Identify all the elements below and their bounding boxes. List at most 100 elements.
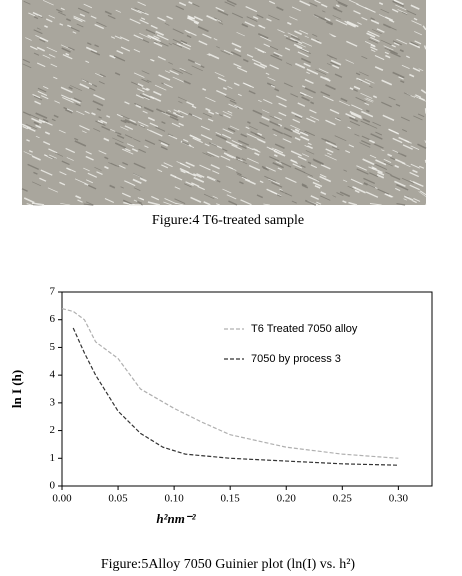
- texture-streak: [65, 52, 70, 56]
- texture-streak: [44, 131, 51, 135]
- texture-streak: [51, 118, 56, 122]
- texture-streak: [276, 194, 282, 198]
- texture-streak: [294, 167, 306, 174]
- texture-streak: [85, 179, 94, 184]
- texture-streak: [85, 60, 90, 64]
- texture-streak: [253, 62, 266, 69]
- texture-streak: [299, 0, 311, 7]
- texture-streak: [394, 164, 400, 169]
- texture-streak: [119, 165, 126, 169]
- texture-streak: [207, 151, 220, 158]
- texture-streak: [207, 118, 214, 122]
- texture-streak: [350, 178, 363, 185]
- texture-streak: [325, 84, 336, 91]
- texture-streak: [153, 35, 160, 39]
- texture-streak: [186, 34, 192, 39]
- texture-streak: [269, 115, 279, 121]
- texture-streak: [297, 155, 307, 161]
- texture-streak: [401, 11, 408, 15]
- texture-streak: [131, 148, 139, 152]
- texture-streak: [384, 47, 396, 54]
- texture-streak: [32, 181, 42, 187]
- texture-streak: [244, 21, 255, 27]
- texture-streak: [203, 201, 211, 206]
- texture-streak: [395, 187, 401, 192]
- texture-streak: [304, 199, 317, 206]
- texture-streak: [225, 140, 238, 148]
- texture-streak: [169, 70, 179, 76]
- texture-streak: [314, 185, 321, 189]
- texture-streak: [60, 7, 65, 11]
- plot-frame: [61, 291, 433, 487]
- texture-streak: [120, 119, 127, 124]
- texture-streak: [156, 108, 166, 114]
- texture-streak: [364, 102, 370, 106]
- texture-streak: [264, 175, 277, 182]
- texture-streak: [364, 41, 376, 47]
- texture-streak: [190, 196, 202, 203]
- texture-streak: [168, 134, 178, 140]
- texture-streak: [369, 202, 382, 206]
- texture-streak: [21, 188, 28, 192]
- texture-streak: [23, 0, 31, 5]
- texture-streak: [263, 203, 270, 206]
- texture-streak: [381, 101, 392, 108]
- texture-streak: [381, 79, 393, 86]
- texture-streak: [417, 113, 425, 118]
- texture-streak: [39, 177, 47, 182]
- texture-streak: [178, 122, 184, 127]
- texture-streak: [367, 30, 380, 38]
- texture-streak: [75, 195, 82, 200]
- texture-streak: [185, 171, 197, 177]
- texture-streak: [83, 167, 90, 172]
- texture-streak: [402, 144, 413, 150]
- texture-streak: [206, 53, 211, 56]
- texture-streak: [204, 143, 210, 147]
- texture-streak: [383, 45, 394, 51]
- texture-streak: [172, 111, 184, 119]
- texture-streak: [158, 139, 170, 146]
- texture-streak: [178, 43, 191, 50]
- texture-streak: [355, 96, 367, 103]
- texture-streak: [120, 186, 124, 189]
- texture-streak: [411, 20, 422, 26]
- texture-streak: [253, 148, 259, 151]
- texture-streak: [229, 100, 237, 104]
- texture-streak: [392, 40, 403, 46]
- texture-streak: [42, 54, 51, 59]
- texture-streak: [115, 9, 122, 13]
- texture-streak: [200, 134, 213, 141]
- texture-streak: [378, 2, 384, 6]
- texture-streak: [246, 146, 254, 151]
- texture-streak: [273, 154, 278, 158]
- texture-streak: [349, 110, 362, 118]
- texture-streak: [98, 80, 105, 85]
- texture-streak: [241, 23, 249, 28]
- texture-streak: [354, 186, 366, 194]
- texture-streak: [382, 114, 395, 122]
- texture-streak: [35, 112, 48, 119]
- texture-streak: [77, 199, 83, 203]
- texture-streak: [277, 123, 283, 127]
- texture-streak: [334, 73, 343, 78]
- texture-streak: [385, 54, 391, 59]
- texture-streak: [333, 7, 343, 13]
- texture-streak: [203, 193, 215, 200]
- texture-streak: [42, 85, 49, 90]
- texture-streak: [28, 150, 33, 153]
- texture-streak: [330, 61, 340, 67]
- texture-streak: [58, 129, 66, 134]
- texture-streak: [362, 118, 371, 123]
- texture-streak: [85, 201, 94, 206]
- texture-streak: [166, 15, 173, 20]
- micrograph: [21, 0, 427, 206]
- texture-streak: [179, 67, 186, 72]
- y-tick-label: 2: [50, 424, 56, 436]
- texture-streak: [193, 21, 199, 25]
- texture-streak: [294, 30, 303, 36]
- data-line: [72, 327, 399, 466]
- texture-streak: [185, 181, 194, 187]
- texture-streak: [150, 24, 158, 30]
- texture-streak: [180, 41, 192, 48]
- texture-streak: [151, 195, 160, 201]
